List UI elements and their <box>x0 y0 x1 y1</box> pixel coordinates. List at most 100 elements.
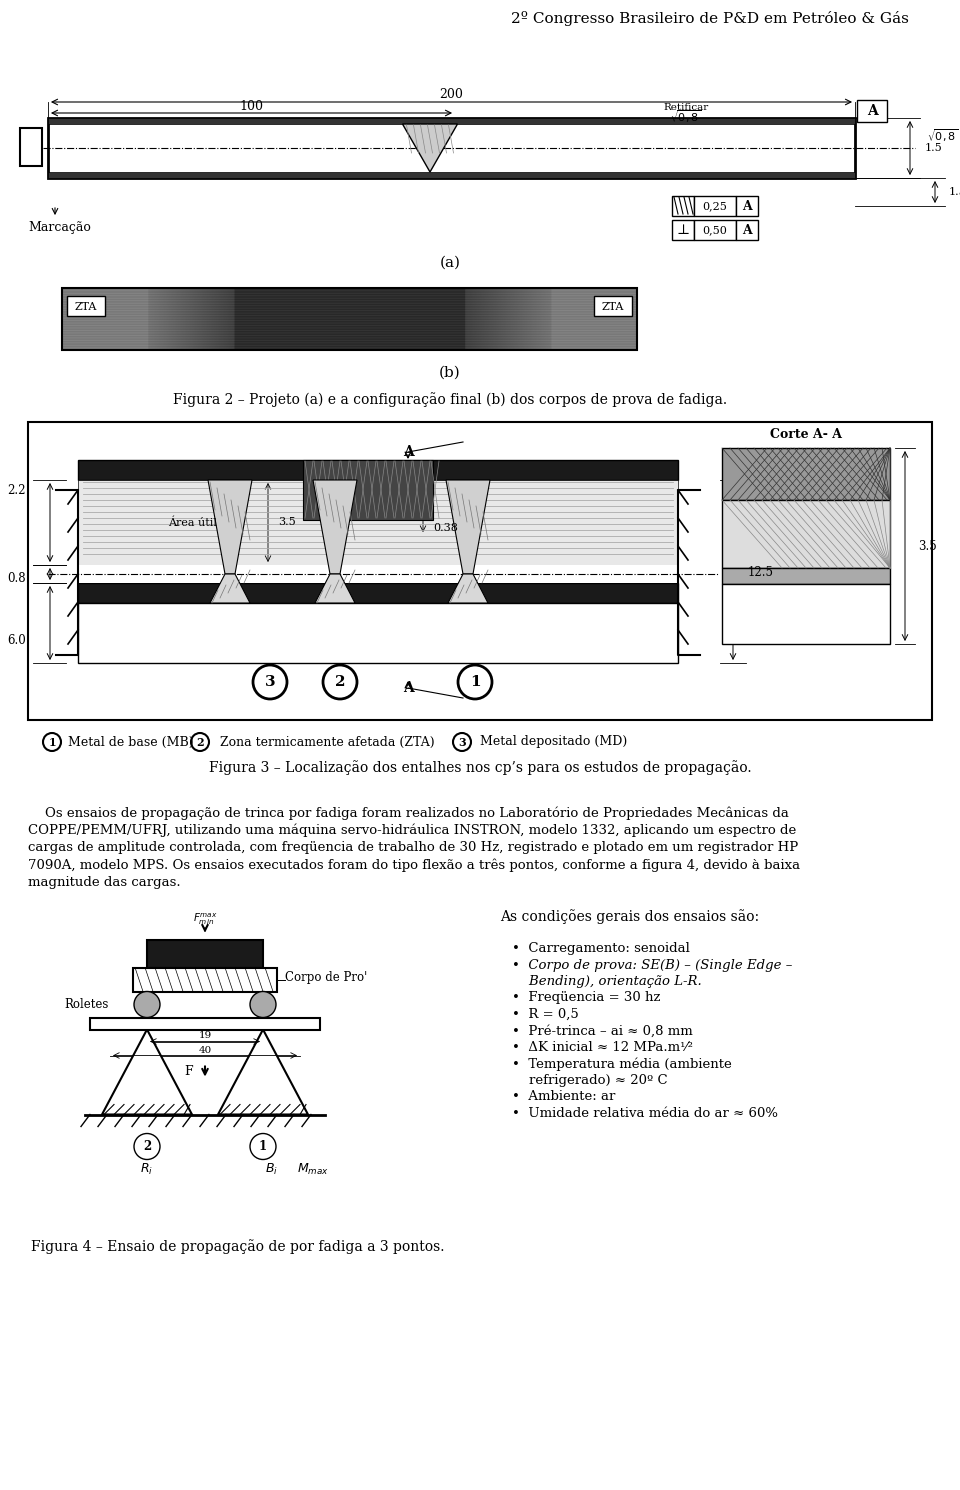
Bar <box>48 171 855 177</box>
Text: 3: 3 <box>458 736 466 748</box>
Text: $M_{max}$: $M_{max}$ <box>297 1162 329 1177</box>
Text: COPPE/PEMM/UFRJ, utilizando uma máquina servo-hidráulica INSTRON, modelo 1332, a: COPPE/PEMM/UFRJ, utilizando uma máquina … <box>28 824 796 837</box>
Text: 2: 2 <box>335 675 346 688</box>
Bar <box>78 480 678 565</box>
Text: A: A <box>742 200 752 213</box>
Bar <box>694 221 736 240</box>
Text: $\sqrt{0,8}$: $\sqrt{0,8}$ <box>670 109 702 125</box>
Text: A: A <box>867 104 877 118</box>
Polygon shape <box>402 124 458 171</box>
Text: •  Corpo de prova: SE(B) – (Single Edge –: • Corpo de prova: SE(B) – (Single Edge – <box>512 958 792 971</box>
Bar <box>736 221 758 240</box>
Text: 1: 1 <box>259 1140 267 1153</box>
Text: 1: 1 <box>469 675 480 688</box>
Bar <box>722 448 890 501</box>
Text: Corte A- A: Corte A- A <box>770 428 842 441</box>
Bar <box>48 118 855 177</box>
Text: magnitude das cargas.: magnitude das cargas. <box>28 876 180 890</box>
Text: •  ΔK inicial ≈ 12 MPa.m¹⁄²: • ΔK inicial ≈ 12 MPa.m¹⁄² <box>512 1042 693 1053</box>
Text: 0.8: 0.8 <box>8 572 26 584</box>
Bar <box>78 583 678 603</box>
Polygon shape <box>315 574 355 603</box>
Bar <box>722 501 890 568</box>
Text: 1.5: 1.5 <box>949 188 960 197</box>
Bar <box>672 197 694 216</box>
Text: As condições gerais dos ensaios são:: As condições gerais dos ensaios são: <box>500 909 759 924</box>
Text: 40: 40 <box>199 1046 211 1055</box>
Text: 6.0: 6.0 <box>8 633 26 647</box>
Text: A: A <box>742 224 752 237</box>
Text: 12.5: 12.5 <box>748 566 774 578</box>
Text: (a): (a) <box>440 256 461 270</box>
Bar <box>48 118 855 124</box>
Text: Corpo de Pro': Corpo de Pro' <box>285 971 368 983</box>
Bar <box>722 568 890 584</box>
Polygon shape <box>210 574 250 603</box>
Text: ⊥: ⊥ <box>677 224 689 237</box>
Polygon shape <box>313 480 357 574</box>
Bar <box>147 940 263 967</box>
Text: cargas de amplitude controlada, com freqüencia de trabalho de 30 Hz, registrado : cargas de amplitude controlada, com freq… <box>28 840 799 854</box>
Text: Metal de base (MB): Metal de base (MB) <box>68 736 194 748</box>
Text: Os ensaios de propagação de trinca por fadiga foram realizados no Laboratório de: Os ensaios de propagação de trinca por f… <box>28 806 789 820</box>
Text: Marcação: Marcação <box>28 222 91 234</box>
Bar <box>672 221 694 240</box>
Text: Área útil: Área útil <box>169 517 217 529</box>
Text: $R_i$: $R_i$ <box>140 1162 154 1177</box>
Text: (b): (b) <box>439 367 461 380</box>
Bar <box>857 100 887 122</box>
Text: A: A <box>402 681 414 694</box>
Text: Figura 2 – Projeto (a) e a configuração final (b) dos corpos de prova de fadiga.: Figura 2 – Projeto (a) e a configuração … <box>173 392 727 407</box>
Bar <box>78 565 678 583</box>
Text: A: A <box>402 446 414 459</box>
Circle shape <box>250 991 276 1018</box>
Text: refrigerado) ≈ 20º C: refrigerado) ≈ 20º C <box>512 1074 667 1088</box>
Text: Bending), orientação L-R.: Bending), orientação L-R. <box>512 974 702 988</box>
Text: 0,50: 0,50 <box>703 225 728 235</box>
Text: 2: 2 <box>143 1140 151 1153</box>
Polygon shape <box>208 480 252 574</box>
Text: 7090A, modelo MPS. Os ensaios executados foram do tipo flexão a três pontos, con: 7090A, modelo MPS. Os ensaios executados… <box>28 858 800 872</box>
Bar <box>736 197 758 216</box>
Bar <box>67 297 105 316</box>
Text: $\sqrt{0,8}$: $\sqrt{0,8}$ <box>927 128 958 145</box>
Text: $F^{max}_{min}$: $F^{max}_{min}$ <box>193 912 217 927</box>
Bar <box>594 297 632 316</box>
Bar <box>303 460 433 520</box>
Circle shape <box>134 1134 160 1159</box>
Bar <box>694 197 736 216</box>
Text: Figura 4 – Ensaio de propagação de por fadiga a 3 pontos.: Figura 4 – Ensaio de propagação de por f… <box>32 1240 444 1255</box>
Circle shape <box>134 991 160 1018</box>
Text: 3.5: 3.5 <box>278 517 296 527</box>
Text: 2: 2 <box>196 736 204 748</box>
Bar <box>722 584 890 644</box>
Polygon shape <box>448 574 488 603</box>
Text: ZTA: ZTA <box>602 302 624 311</box>
Text: 3.5: 3.5 <box>918 539 937 553</box>
Bar <box>62 288 637 350</box>
Text: Retificar: Retificar <box>663 103 708 112</box>
Text: •  Umidade relativa média do ar ≈ 60%: • Umidade relativa média do ar ≈ 60% <box>512 1107 778 1120</box>
Text: Roletes: Roletes <box>64 998 109 1012</box>
Text: 1.5: 1.5 <box>925 143 943 153</box>
Polygon shape <box>218 1030 308 1115</box>
Text: Figura 3 – Localização dos entalhes nos cp’s para os estudos de propagação.: Figura 3 – Localização dos entalhes nos … <box>208 760 752 775</box>
Text: ZTA: ZTA <box>75 302 97 311</box>
Text: F: F <box>184 1065 193 1077</box>
Text: 0.38: 0.38 <box>433 523 458 533</box>
Text: 1: 1 <box>48 736 56 748</box>
Text: •  Carregamento: senoidal: • Carregamento: senoidal <box>512 942 690 955</box>
Circle shape <box>250 1134 276 1159</box>
Polygon shape <box>102 1030 192 1115</box>
Text: 200: 200 <box>439 88 463 100</box>
Text: $B_i$: $B_i$ <box>265 1162 277 1177</box>
Text: Zona termicamente afetada (ZTA): Zona termicamente afetada (ZTA) <box>220 736 435 748</box>
Bar <box>90 1018 320 1030</box>
Text: •  Temperatura média (ambiente: • Temperatura média (ambiente <box>512 1058 732 1071</box>
Bar <box>78 460 678 480</box>
Polygon shape <box>446 480 490 574</box>
Bar <box>28 422 932 720</box>
Bar <box>133 967 277 991</box>
Text: Metal depositado (MD): Metal depositado (MD) <box>480 736 627 748</box>
Text: 100: 100 <box>239 100 263 113</box>
